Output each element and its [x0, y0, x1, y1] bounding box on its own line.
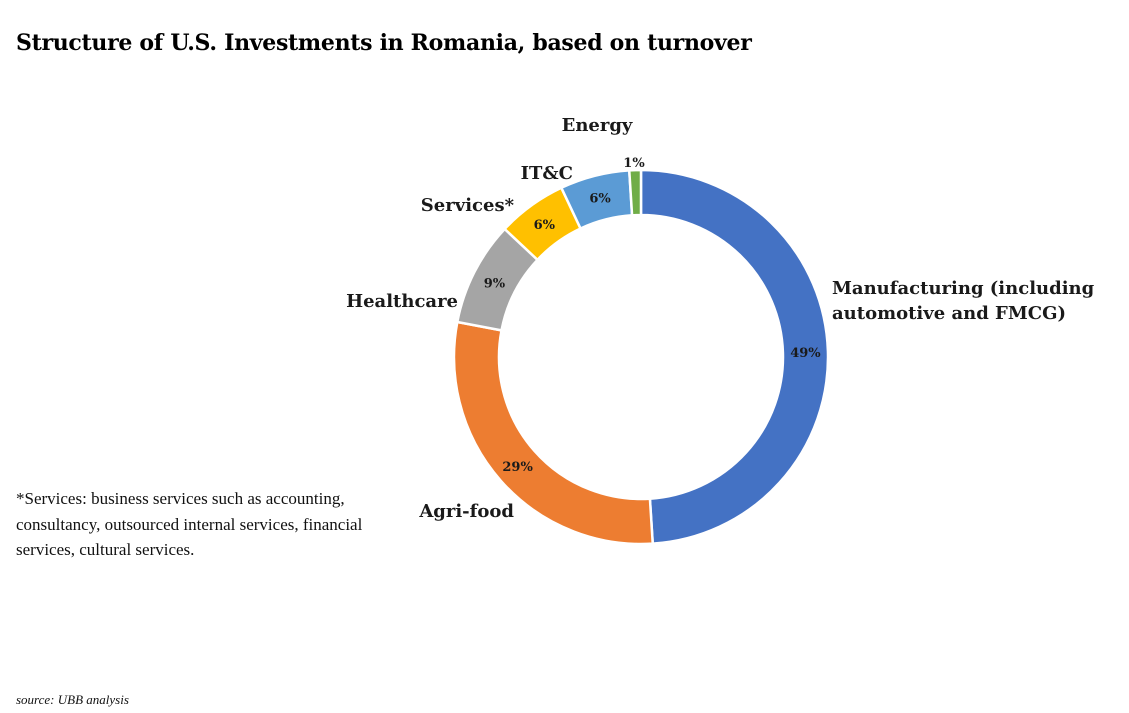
value-label: 29% [502, 460, 533, 475]
services-footnote: *Services: business services such as acc… [16, 489, 363, 559]
value-label: 1% [623, 156, 645, 171]
category-label: Manufacturing (including automotive and F… [832, 278, 1095, 324]
category-labels: Manufacturing (including automotive and F… [346, 115, 1095, 522]
value-label: 6% [534, 218, 556, 233]
value-label: 49% [790, 346, 821, 361]
value-label: 9% [484, 276, 506, 291]
donut-slice-manufacturing [639, 168, 830, 545]
source-note: source: UBB analysis [16, 692, 129, 707]
category-label: Energy [562, 115, 633, 136]
category-label: Services* [421, 195, 515, 216]
category-label: IT&C [521, 163, 573, 184]
donut-slices [452, 168, 830, 546]
category-label: Agri-food [418, 501, 514, 522]
chart-title: Structure of U.S. Investments in Romania… [16, 30, 752, 56]
value-label: 6% [589, 192, 611, 207]
donut-slice-energy [627, 168, 643, 217]
category-label: Healthcare [346, 291, 458, 312]
value-labels: 49% 29% 9% 6% 6% 1% [484, 156, 822, 475]
